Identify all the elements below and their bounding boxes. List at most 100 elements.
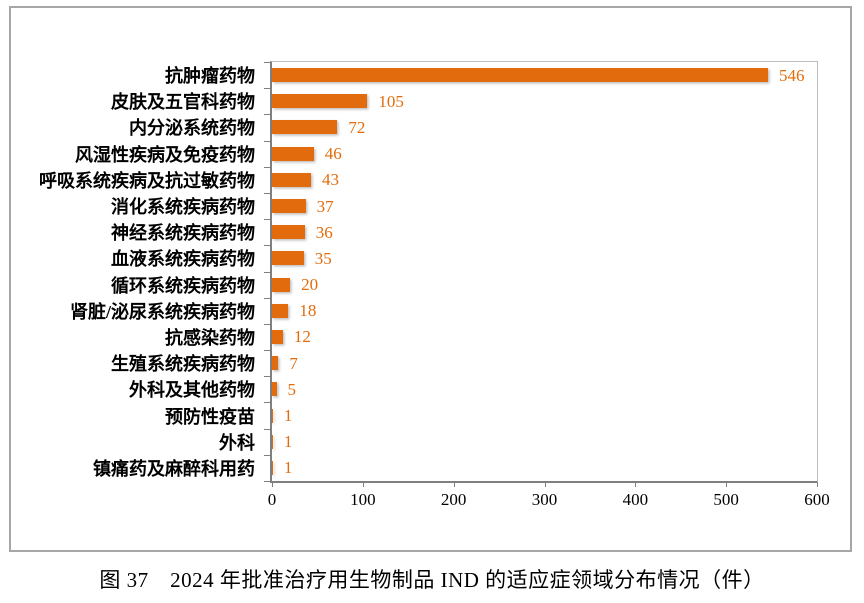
y-tick [264,454,270,456]
category-label: 风湿性疾病及免疫药物 [75,144,255,165]
x-tick-label: 500 [713,490,739,509]
value-label: 72 [348,117,366,137]
x-tick-label: 100 [350,490,376,509]
y-tick [264,114,270,116]
category-label: 血液系统疾病药物 [111,249,255,270]
value-label: 5 [287,379,297,399]
bar [272,199,306,214]
bar-row: 72 [272,114,817,140]
bar [272,408,273,423]
category-label: 预防性疫苗 [165,406,255,427]
category-label: 抗感染药物 [165,327,255,348]
bar-row: 37 [272,193,817,219]
category-label: 神经系统疾病药物 [111,223,255,244]
x-axis: 0 100 200 300 400 500 600 [268,482,830,512]
x-tick-label: 0 [267,490,277,509]
y-tick [264,402,270,404]
value-label: 1 [283,458,293,478]
x-tick [726,483,728,487]
bar [272,277,291,292]
bar-row: 35 [272,245,817,271]
plot-area: 546 105 72 46 43 37 36 35 20 18 12 7 5 1 1 1 [270,61,818,483]
bar [272,120,338,135]
x-tick [272,483,273,487]
value-label: 43 [322,170,340,190]
bar [272,382,277,397]
y-tick [264,376,270,378]
bar-row: 105 [272,88,817,114]
x-tick [817,483,818,487]
category-label: 循环系统疾病药物 [111,275,255,296]
category-label: 生殖系统疾病药物 [111,354,255,375]
value-label: 12 [293,327,311,347]
value-label: 36 [315,222,333,242]
value-label: 20 [301,275,319,295]
bar-row: 1 [272,429,817,455]
value-label: 37 [316,196,334,216]
y-tick [264,62,270,63]
value-label: 1 [283,406,293,426]
x-tick-label: 300 [531,490,558,509]
category-label: 外科及其他药物 [129,380,255,401]
bar [272,356,279,371]
x-tick [362,483,364,487]
x-tick [453,483,455,487]
figure-caption: 图 37 2024 年批准治疗用生物制品 IND 的适应症领域分布情况（件） [99,568,765,592]
bar-row: 7 [272,350,817,376]
bar [272,146,314,161]
bar-row: 12 [272,324,817,350]
bar-row: 36 [272,219,817,245]
y-tick [264,271,270,273]
y-tick [264,481,270,482]
bar-row: 20 [272,272,817,298]
y-tick [264,192,270,194]
bar [272,225,305,240]
value-label: 7 [289,353,298,373]
category-label: 消化系统疾病药物 [111,197,255,218]
category-label: 皮肤及五官科药物 [111,92,255,113]
y-tick [264,297,270,299]
bar [272,434,273,449]
y-tick [264,323,270,325]
x-tick [635,483,637,487]
bar-row: 43 [272,167,817,193]
category-label: 抗肿瘤药物 [165,66,255,87]
category-label: 肾脏/泌尿系统疾病药物 [70,301,255,322]
x-tick-label: 200 [440,490,467,509]
value-label: 46 [324,144,342,164]
bar [272,303,289,318]
y-tick [264,428,270,430]
value-label: 1 [283,432,293,452]
x-tick-label: 400 [622,490,649,509]
bar [272,94,368,109]
y-tick [264,88,270,90]
category-label: 内分泌系统药物 [129,118,255,139]
bar [272,68,768,83]
bar-row: 18 [272,298,817,324]
value-label: 35 [314,248,332,268]
category-label: 呼吸系统疾病及抗过敏药物 [39,170,255,191]
bar [272,251,304,266]
y-tick [264,166,270,168]
bar-row: 546 [272,62,817,88]
bar-row: 46 [272,141,817,167]
category-label: 外科 [219,432,255,453]
category-label: 镇痛药及麻醉科用药 [93,458,255,479]
x-tick-label: 600 [804,490,830,509]
y-tick [264,140,270,142]
value-label: 105 [378,91,404,111]
category-labels: 抗肿瘤药物皮肤及五官科药物内分泌系统药物风湿性疾病及免疫药物呼吸系统疾病及抗过敏… [18,62,264,481]
y-axis-ticks [264,62,270,482]
bar [272,172,312,187]
y-tick [264,245,270,247]
y-tick [264,350,270,352]
bar-row: 5 [272,376,817,402]
y-tick [264,219,270,221]
bar-row: 1 [272,402,817,428]
bar [272,460,273,475]
value-label: 18 [299,301,317,321]
x-tick [544,483,546,487]
bar-row: 1 [272,455,817,481]
value-label: 546 [778,65,805,85]
